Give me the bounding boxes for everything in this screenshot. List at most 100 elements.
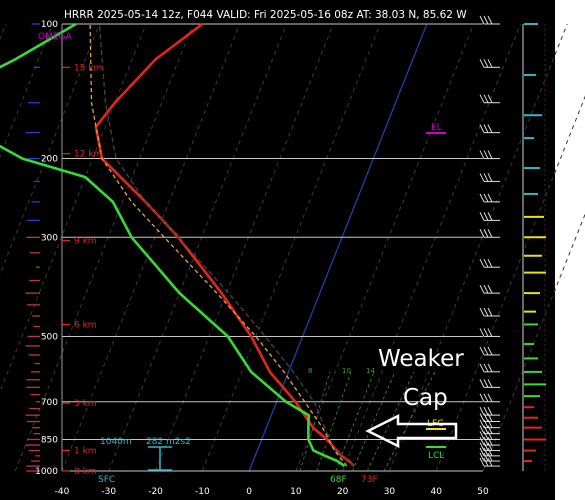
mixing-ratio-lines <box>299 371 436 472</box>
wind-barb-flag <box>483 193 489 203</box>
surface-temperature-label: 73F <box>361 475 378 485</box>
wind-barb-flag <box>483 258 489 268</box>
wind-barb-flag <box>479 431 485 440</box>
wind-barb-flag <box>487 457 493 467</box>
wind-barb-flag <box>483 431 489 440</box>
wind-barb-flag <box>479 442 485 451</box>
wind-barb-flag <box>483 452 489 462</box>
mixing-ratio-line <box>366 371 415 472</box>
wind-barb-flag <box>483 150 489 159</box>
pressure-tick-label: 700 <box>41 398 58 408</box>
wind-barb-flag <box>487 173 493 182</box>
el-label: EL <box>431 123 442 133</box>
wind-barb-flag <box>487 379 493 388</box>
wind-barb-flag <box>483 419 489 428</box>
isotherm-line <box>0 23 100 276</box>
mixing-ratio-label: 14 <box>366 367 375 375</box>
height-label: 3 km <box>74 399 97 409</box>
wind-barb-flag <box>479 457 485 467</box>
wind-barb-flag <box>483 436 489 446</box>
temperature-tick-label: 10 <box>290 487 302 497</box>
parcel-line <box>98 23 355 467</box>
temperature-tick-label: 40 <box>430 487 442 497</box>
temperature-tick-label: -30 <box>101 487 116 497</box>
sfc-label: SFC <box>98 475 115 485</box>
wind-barb-flag <box>483 425 489 434</box>
temperature-tick-label: -20 <box>148 487 163 497</box>
wind-barb-flag <box>483 212 489 221</box>
wind-barb-flag <box>487 442 493 451</box>
isotherm-line <box>14 23 194 472</box>
isotherm-line <box>155 23 334 472</box>
wind-barb-flag <box>483 94 489 103</box>
temperature-tick-label: -40 <box>55 487 70 497</box>
wind-barb-flag <box>479 363 485 373</box>
mixing-ratio-label: 8 <box>308 367 312 375</box>
wind-barb-flag <box>479 193 485 203</box>
isotherm-line <box>61 23 241 472</box>
wind-barb-flag <box>487 406 493 416</box>
wind-barb-flag <box>487 212 493 221</box>
wind-barb-flag <box>483 393 489 402</box>
wind-barb-flag <box>479 258 485 268</box>
pressure-tick-label: 1000 <box>35 467 58 477</box>
wind-barb-flag <box>487 346 493 356</box>
series-layer <box>0 22 355 468</box>
wind-barb-flag <box>487 328 493 337</box>
wind-barb-flag <box>479 452 485 462</box>
wind-barb-flag <box>483 307 489 317</box>
wind-barb-flag <box>479 307 485 317</box>
pressure-tick-label: 300 <box>41 233 58 243</box>
wind-barb-flag <box>483 379 489 388</box>
wind-barb-flag <box>483 406 489 416</box>
wind-barb-flag <box>479 346 485 356</box>
height-label: 1 km <box>74 447 97 457</box>
wind-barb-flag <box>479 406 485 416</box>
height-label: 15 km <box>74 63 102 73</box>
chart-title: HRRR 2025-05-14 12z, F044 VALID: Fri 202… <box>64 9 467 21</box>
wind-barb-flag <box>483 328 489 337</box>
skewed-isotherm-grid <box>0 23 585 472</box>
callout-line-1: Weaker <box>378 346 464 372</box>
plot-background <box>0 0 555 500</box>
wind-barb-flag <box>479 436 485 446</box>
omega-label: OMEGA <box>38 32 73 42</box>
wind-barb-flag <box>487 363 493 373</box>
wind-barb-flag <box>487 393 493 402</box>
wind-barb-flag <box>483 15 489 25</box>
isotherm-line <box>435 95 585 472</box>
srh-value-label: 282 m2s2 <box>146 437 191 447</box>
wind-barb-flag <box>479 229 485 238</box>
pressure-tick-label: 200 <box>41 155 58 165</box>
wind-barb-flag <box>487 307 493 317</box>
pressure-tick-label: 850 <box>41 435 58 445</box>
omega-bar <box>25 23 40 472</box>
temperature-tick-label: 50 <box>477 487 489 497</box>
srh-marker <box>148 446 172 471</box>
pressure-grid <box>61 23 483 472</box>
wind-barb-flag <box>487 452 493 462</box>
wind-barb-flag <box>479 425 485 434</box>
wind-barb-flag <box>487 447 493 457</box>
wind-barb-flag <box>479 447 485 457</box>
wind-barb-flag <box>483 284 489 294</box>
wind-barb-flag <box>479 393 485 402</box>
wind-barb-flag <box>487 419 493 428</box>
wind-barb-flag <box>487 229 493 238</box>
wind-barb-flag <box>483 457 489 467</box>
wind-barb-flag <box>487 193 493 203</box>
height-label: 6 km <box>74 320 97 330</box>
dewpoint-line <box>0 22 346 468</box>
isotherm-line <box>295 23 475 472</box>
wind-barb-flag <box>483 442 489 451</box>
wind-barb-flag <box>479 328 485 337</box>
callout-arrow-icon <box>365 413 458 449</box>
wind-barb-flag <box>487 431 493 440</box>
wind-barb-flag <box>479 15 485 25</box>
pressure-tick-label: 500 <box>41 332 58 342</box>
temperature-tick-label: 30 <box>384 487 396 497</box>
srh-height-label: 1040m <box>100 437 132 447</box>
wind-barb-flag <box>479 419 485 428</box>
wind-barb-flag <box>483 346 489 356</box>
